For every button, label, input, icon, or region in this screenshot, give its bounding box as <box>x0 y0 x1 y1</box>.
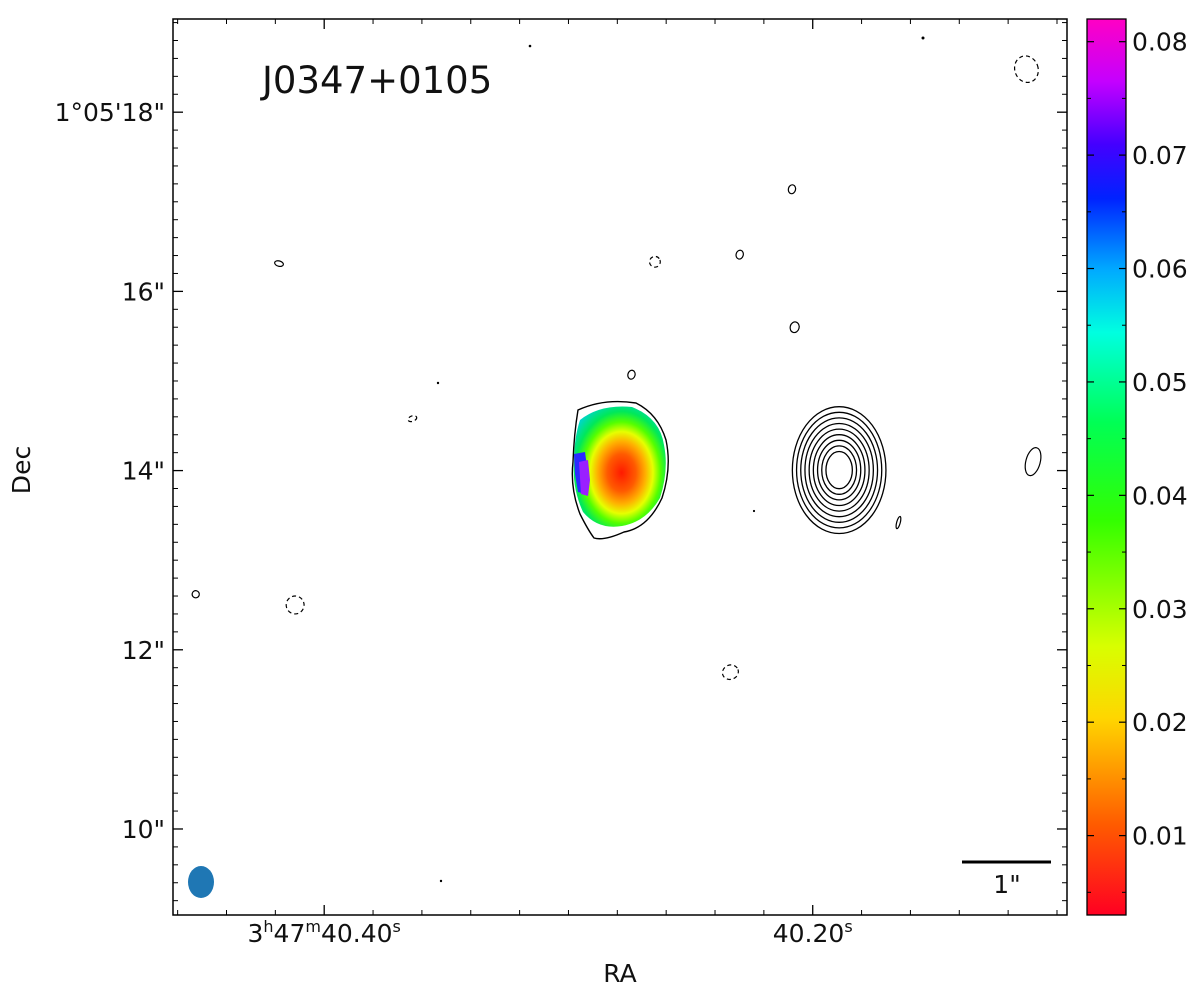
noise-dots <box>436 36 925 883</box>
source-contour <box>800 417 879 523</box>
y-tick-label: 16" <box>122 277 165 306</box>
source-magenta-edge <box>579 460 590 496</box>
negative-contour <box>721 664 739 681</box>
y-tick-label: 12" <box>122 636 165 665</box>
x-tick-label: 40.20s <box>773 917 853 948</box>
positive-contour <box>895 515 902 530</box>
positive-contour <box>274 260 284 268</box>
positive-contour <box>735 249 744 260</box>
y-tick-label: 1°05'18" <box>55 98 165 127</box>
y-tick-label: 14" <box>122 457 165 486</box>
source-color-map <box>573 406 666 527</box>
colorbar-tick-label: 0.02 <box>1132 708 1188 737</box>
source-contour <box>825 450 853 490</box>
positive-contour <box>789 321 800 334</box>
colorbar-tick-label: 0.08 <box>1132 28 1188 57</box>
colorbar-ticks: 0.08 0.07 0.06 0.05 0.04 0.03 0.02 0.01 <box>1087 28 1188 893</box>
negative-contour <box>285 595 305 615</box>
negative-contour <box>1013 55 1039 84</box>
positive-contour <box>191 590 200 599</box>
source-contour <box>808 428 870 512</box>
negative-contour <box>1131 690 1146 707</box>
scalebar-label: 1" <box>993 870 1020 899</box>
source-contour <box>816 439 862 501</box>
source-contour <box>812 434 866 507</box>
colorbar-tick-label: 0.05 <box>1132 368 1188 397</box>
source-contour <box>795 411 883 529</box>
colorbar-tick-label: 0.04 <box>1132 481 1188 510</box>
source-emission <box>571 400 887 540</box>
positive-contour <box>787 184 797 195</box>
outer-contour <box>571 400 669 540</box>
colorbar-tick-label: 0.07 <box>1132 141 1188 170</box>
positive-contour <box>1024 447 1042 477</box>
source-name-label: J0347+0105 <box>260 59 492 102</box>
x-axis-label: RA <box>603 959 636 988</box>
source-contour <box>804 422 874 518</box>
negative-contour <box>648 255 661 268</box>
negative-contour <box>407 415 418 423</box>
y-axis-label: Dec <box>7 446 36 494</box>
y-axis-ticks: 1°05'18" 16" 14" 12" 10" <box>55 22 1067 902</box>
colorbar-tick-label: 0.03 <box>1132 595 1188 624</box>
noise-contours <box>191 55 1146 707</box>
positive-contour <box>627 369 636 380</box>
colorbar-tick-label: 0.01 <box>1132 822 1188 851</box>
source-contour <box>821 445 858 495</box>
x-tick-label: 3h47m40.40s <box>248 917 401 948</box>
plot-frame <box>172 18 1068 916</box>
y-tick-label: 10" <box>122 815 165 844</box>
source-contour <box>791 406 887 535</box>
source-contours <box>791 406 887 535</box>
colorbar-tick-label: 0.06 <box>1132 255 1188 284</box>
positive-contour <box>1128 521 1143 535</box>
beam-ellipse <box>188 866 214 898</box>
colorbar <box>1086 18 1127 916</box>
